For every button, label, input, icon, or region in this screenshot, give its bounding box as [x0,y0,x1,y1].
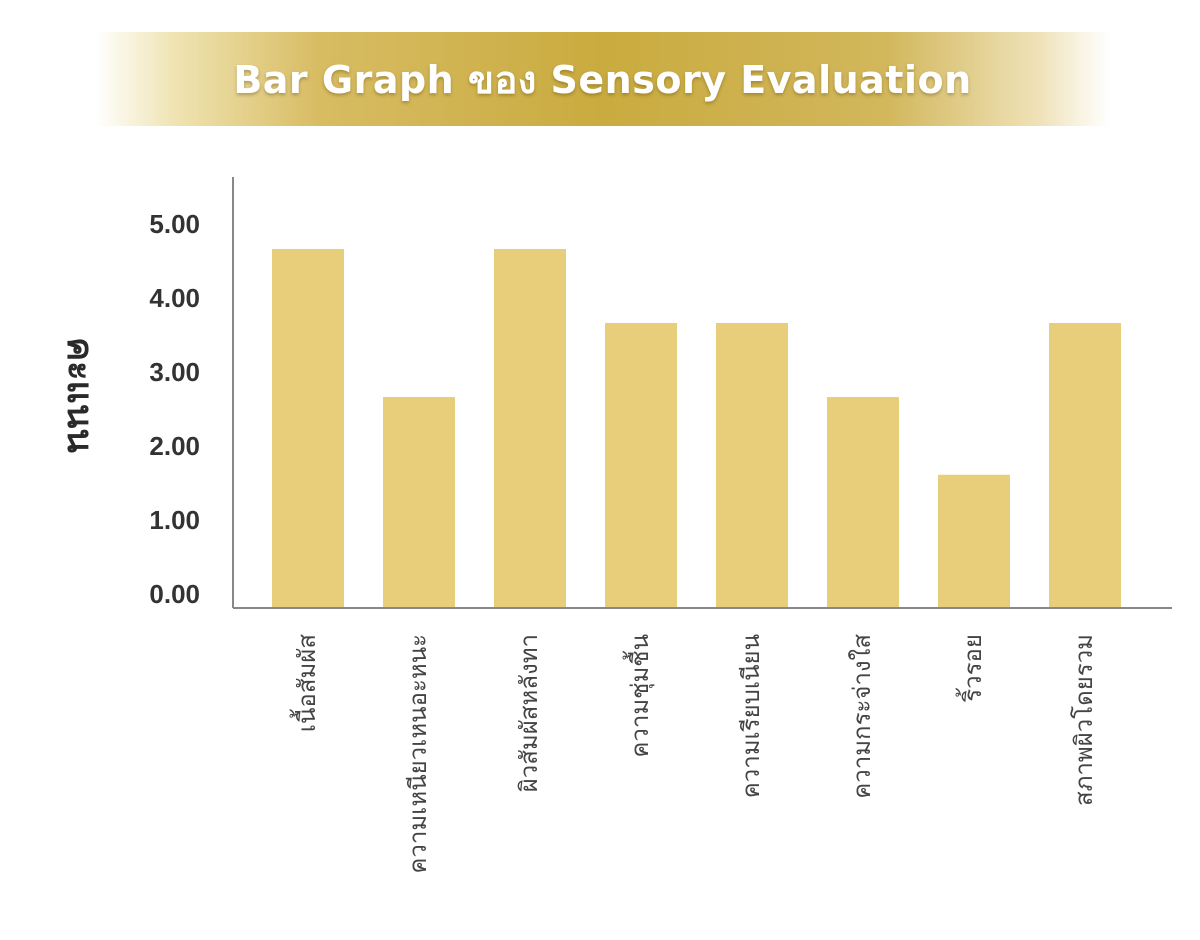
y-tick-label-2: 2.00 [149,431,200,461]
category-label-1: ความเหนียวเหนอะหนะ [404,634,432,874]
category-label-6: ริ้วรอย [955,634,987,703]
bar-7 [1049,323,1121,608]
y-tick-label-0: 0.00 [149,579,200,609]
bar-1 [383,397,455,608]
chart-title: Bar Graph ของ Sensory Evaluation [233,57,972,102]
y-tick-label-1: 1.00 [149,505,200,535]
bar-2 [494,249,566,608]
category-label-3: ความชุ่มชื้น [622,634,655,758]
bar-6 [938,474,1010,608]
category-label-7: สภาพผิวโดยรวม [1070,634,1098,806]
bar-5 [827,397,899,608]
y-axis-title: คะแนน [59,337,100,453]
bars [272,249,1121,608]
bar-0 [272,249,344,608]
title-banner: Bar Graph ของ Sensory Evaluation [95,32,1110,126]
y-tick-label-3: 3.00 [149,357,200,387]
y-tick-label-4: 4.00 [149,283,200,313]
category-label-2: ผิวสัมผัสหลังทา [515,634,543,792]
bar-3 [605,323,677,608]
y-tick-label-5: 5.00 [149,209,200,239]
category-label-0: เนื้อสัมผัส [289,634,321,733]
category-label-5: ความกระจ่างใส [848,634,876,799]
bar-4 [716,323,788,608]
y-tick-labels: 0.00 1.00 2.00 3.00 4.00 5.00 [149,209,200,609]
category-labels: เนื้อสัมผัส ความเหนียวเหนอะหนะ ผิวสัมผัสหล… [289,634,1098,874]
category-label-4: ความเรียบเนียน [737,634,765,798]
